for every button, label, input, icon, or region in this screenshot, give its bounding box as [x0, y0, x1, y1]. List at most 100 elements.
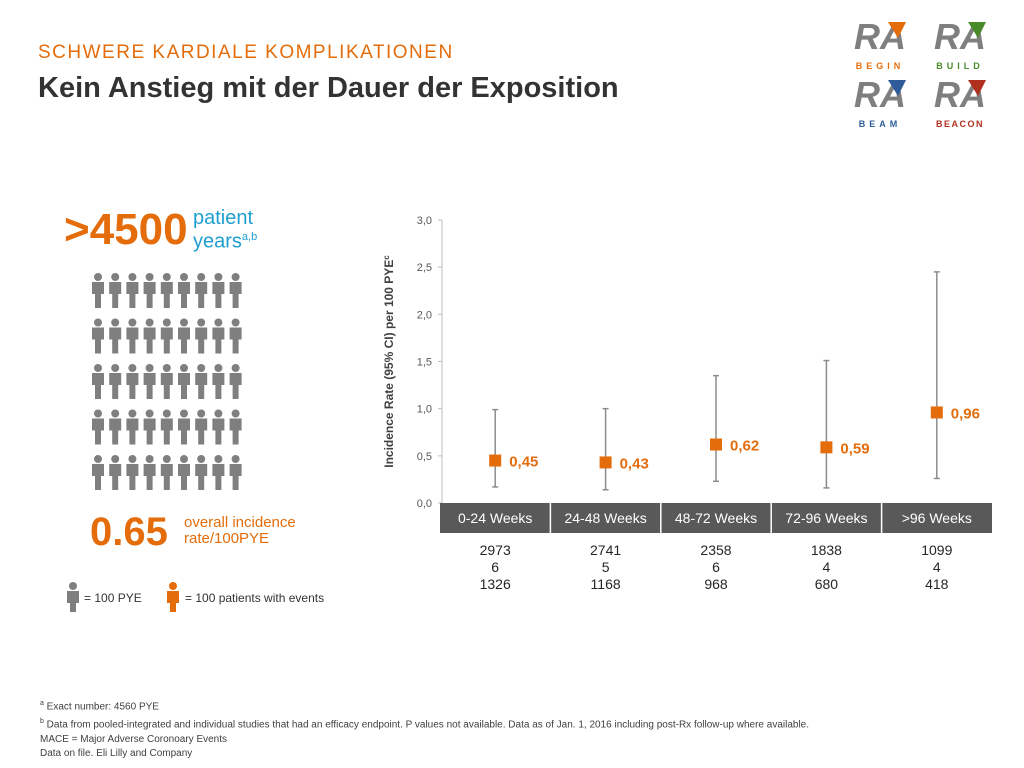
- orange-person-icon: [167, 582, 179, 612]
- table-cell: 4: [823, 559, 831, 575]
- person-icon: [92, 273, 104, 308]
- person-icon: [143, 455, 156, 490]
- person-icon: [126, 364, 139, 399]
- person-icon: [92, 455, 104, 490]
- patient-years-footnote-mark: a,b: [241, 231, 258, 243]
- data-point: [599, 456, 612, 469]
- footnote-b: b Data from pooled-integrated and indivi…: [40, 715, 809, 733]
- x-category-label: 24-48 Weeks: [564, 510, 646, 526]
- person-icon: [126, 455, 139, 490]
- table-cell: 5: [602, 559, 610, 575]
- ra-beam-logo-mark: RA: [854, 74, 906, 115]
- table-cell: 1099: [921, 542, 952, 558]
- people-icon-grid: [92, 273, 242, 490]
- person-icon: [126, 273, 139, 308]
- table-cell: 968: [704, 576, 728, 592]
- person-icon: [229, 455, 242, 490]
- footnote-a-text: Exact number: 4560 PYE: [43, 701, 159, 713]
- y-tick-label: 0,0: [417, 498, 432, 510]
- slide-subtitle: SCHWERE KARDIALE KOMPLIKATIONEN: [38, 42, 454, 63]
- y-tick-label: 3,0: [417, 215, 432, 227]
- legend-orange-label: = 100 patients with events: [185, 591, 325, 605]
- person-icon: [229, 273, 242, 308]
- person-icon: [160, 318, 173, 354]
- overall-incidence-label-line2: rate/100PYE: [184, 530, 270, 547]
- ra-build-logo-label: BUILD: [936, 61, 984, 71]
- legend-grey-label: = 100 PYE: [84, 591, 142, 605]
- person-icon: [109, 455, 122, 490]
- slide-title: Kein Anstieg mit der Dauer der Expositio…: [38, 72, 619, 104]
- footnote-mace: MACE = Major Adverse Coronoary Events: [40, 733, 228, 745]
- person-icon: [178, 409, 190, 445]
- overall-incidence-label: overall incidence rate/100PYE: [184, 515, 296, 547]
- person-icon: [212, 455, 225, 490]
- data-label: 0,62: [730, 438, 759, 455]
- data-label: 0,96: [951, 405, 980, 422]
- footnote-b-text: Data from pooled-integrated and individu…: [43, 719, 810, 731]
- person-icon: [109, 409, 122, 445]
- person-icon: [229, 409, 242, 445]
- x-category-label: 48-72 Weeks: [675, 510, 757, 526]
- table-cell: 4: [933, 559, 941, 575]
- data-label: 0,59: [840, 440, 869, 457]
- person-icon: [212, 318, 225, 354]
- person-icon: [143, 318, 156, 354]
- ra-beacon-logo-mark: RA: [934, 74, 986, 115]
- footnote-a-mark: a: [40, 700, 44, 707]
- table-cell: 2741: [590, 542, 621, 558]
- person-icon: [143, 273, 156, 308]
- table-cell: 6: [712, 559, 720, 575]
- ra-build-logo: RA BUILD: [928, 16, 992, 71]
- data-point: [820, 441, 833, 454]
- person-icon: [212, 409, 225, 445]
- y-axis-label: Incidence Rate (95% CI) per 100 PYEc: [382, 255, 397, 468]
- person-icon: [126, 409, 139, 445]
- footnote-a: a Exact number: 4560 PYE: [40, 697, 809, 715]
- table-cell: 2358: [700, 542, 731, 558]
- ra-beam-logo-label: BEAM: [858, 119, 902, 129]
- y-tick-label: 2,5: [417, 262, 432, 274]
- table-cell: 680: [815, 576, 839, 592]
- person-icon: [160, 364, 173, 399]
- ra-begin-logo-mark: RA: [854, 16, 906, 57]
- person-icon: [195, 273, 208, 308]
- table-cell: 1326: [480, 576, 511, 592]
- person-icon: [160, 409, 173, 445]
- person-icon: [109, 364, 122, 399]
- person-icon: [195, 364, 208, 399]
- ra-build-logo-mark: RA: [934, 16, 986, 57]
- data-label: 0,43: [620, 455, 649, 472]
- overall-incidence-number: 0.65: [90, 510, 168, 554]
- data-point: [489, 454, 502, 467]
- ra-beacon-logo: RA BEACON: [928, 74, 992, 129]
- table-cell: 1838: [811, 542, 842, 558]
- x-category-label: >96 Weeks: [902, 510, 972, 526]
- y-tick-label: 0,5: [417, 451, 432, 463]
- table-cell: 2973: [480, 542, 511, 558]
- footnotes: a Exact number: 4560 PYE b Data from poo…: [40, 697, 809, 762]
- footnote-source: Data on file. Eli Lilly and Company: [40, 748, 193, 760]
- table-cell: 1168: [591, 576, 621, 592]
- person-icon: [143, 364, 156, 399]
- person-icon: [143, 409, 156, 445]
- person-icon: [212, 364, 225, 399]
- patient-years-label-line2: years: [193, 230, 242, 253]
- patient-years-label: patient yearsa,b: [193, 207, 258, 253]
- person-icon: [195, 409, 208, 445]
- table-cell: 6: [491, 559, 499, 575]
- ra-beacon-logo-label: BEACON: [935, 119, 984, 129]
- table-header-bar: [440, 503, 992, 533]
- data-label: 0,45: [509, 454, 538, 471]
- ra-begin-logo-label: BEGIN: [855, 61, 905, 71]
- person-icon: [229, 364, 242, 399]
- person-icon: [126, 318, 139, 354]
- data-point: [710, 438, 722, 451]
- person-icon: [229, 318, 242, 354]
- person-icon: [195, 318, 208, 354]
- patient-years-label-line1: patient: [193, 207, 254, 229]
- person-icon: [109, 273, 122, 308]
- person-icon: [178, 318, 190, 354]
- data-point: [930, 406, 943, 419]
- incidence-rate-chart: 0,0 0,5 1,0 1,5 2,0 2,5 3,0 Incidence Rate (95%…: [382, 215, 992, 592]
- y-axis-label-footnote-mark: c: [382, 255, 391, 260]
